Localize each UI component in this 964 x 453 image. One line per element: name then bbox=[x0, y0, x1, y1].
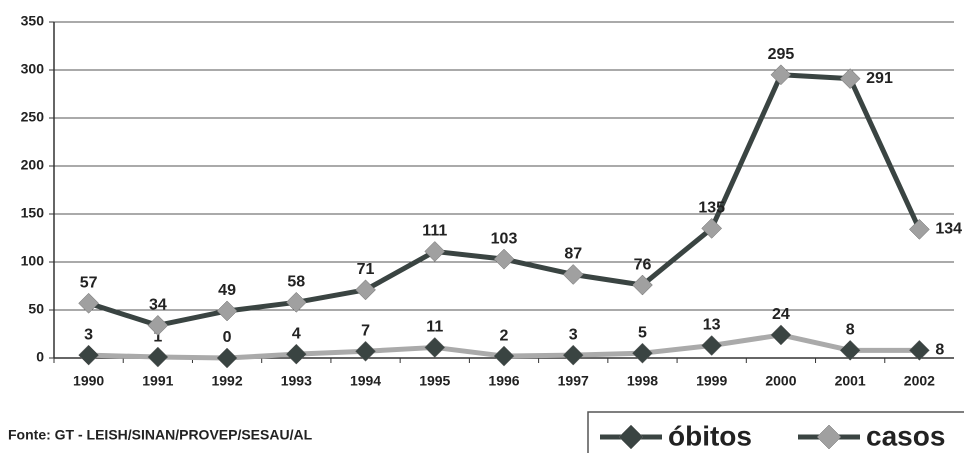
marker bbox=[632, 342, 653, 364]
data-label: 4 bbox=[292, 325, 301, 342]
marker bbox=[424, 337, 446, 358]
data-label: 49 bbox=[218, 282, 236, 299]
marker bbox=[632, 274, 653, 296]
marker bbox=[216, 300, 238, 322]
marker bbox=[701, 335, 723, 356]
marker bbox=[770, 324, 792, 346]
x-tick-label: 1998 bbox=[627, 373, 658, 389]
marker bbox=[147, 315, 169, 336]
x-tick-label: 1994 bbox=[350, 373, 381, 389]
data-label: 134 bbox=[935, 221, 962, 238]
data-label: 34 bbox=[149, 297, 167, 314]
data-label: 11 bbox=[426, 319, 443, 336]
marker bbox=[839, 68, 861, 89]
marker bbox=[701, 218, 723, 239]
marker bbox=[562, 344, 584, 366]
legend-marker bbox=[618, 424, 644, 450]
x-tick-label: 1993 bbox=[281, 373, 312, 389]
data-label: 103 bbox=[491, 230, 518, 247]
data-label: 76 bbox=[634, 256, 652, 273]
marker bbox=[78, 344, 99, 366]
data-label: 13 bbox=[703, 317, 721, 334]
x-tick-label: 1992 bbox=[211, 373, 242, 389]
data-label: 57 bbox=[80, 274, 98, 291]
marker bbox=[285, 343, 307, 365]
marker bbox=[493, 345, 515, 367]
legend-marker bbox=[816, 424, 842, 450]
legend-label: casos bbox=[866, 420, 945, 451]
y-tick-label: 100 bbox=[21, 253, 45, 269]
marker bbox=[562, 264, 584, 285]
marker bbox=[285, 291, 307, 313]
data-label: 71 bbox=[357, 261, 375, 278]
legend-label: óbitos bbox=[668, 420, 752, 451]
data-label: 58 bbox=[287, 274, 305, 291]
data-label: 0 bbox=[223, 329, 232, 346]
y-tick-label: 200 bbox=[21, 157, 45, 173]
data-label: 7 bbox=[361, 322, 370, 339]
marker bbox=[493, 248, 515, 270]
y-tick-label: 300 bbox=[21, 61, 45, 77]
x-tick-label: 1991 bbox=[142, 373, 173, 389]
data-label: 135 bbox=[698, 200, 725, 217]
x-tick-label: 1999 bbox=[696, 373, 727, 389]
y-tick-label: 150 bbox=[21, 205, 45, 221]
data-label: 24 bbox=[772, 306, 790, 323]
marker bbox=[839, 339, 861, 361]
data-label: 2 bbox=[500, 327, 509, 344]
data-label: 3 bbox=[84, 326, 93, 343]
marker bbox=[424, 241, 446, 262]
data-label: 8 bbox=[935, 342, 944, 359]
data-label: 1 bbox=[153, 328, 162, 345]
data-label: 8 bbox=[846, 322, 855, 339]
marker bbox=[355, 279, 376, 301]
marker bbox=[78, 292, 99, 314]
marker bbox=[909, 219, 930, 240]
x-tick-label: 2000 bbox=[765, 373, 796, 389]
data-label: 291 bbox=[866, 70, 893, 87]
y-tick-label: 50 bbox=[28, 301, 44, 317]
series-line bbox=[87, 72, 922, 328]
data-label: 111 bbox=[422, 223, 447, 240]
data-label: 295 bbox=[768, 46, 795, 63]
data-label: 3 bbox=[569, 326, 578, 343]
x-tick-label: 1995 bbox=[419, 373, 450, 389]
marker bbox=[216, 347, 238, 369]
marker bbox=[770, 64, 792, 86]
x-tick-label: 2001 bbox=[835, 373, 866, 389]
x-tick-label: 2002 bbox=[904, 373, 935, 389]
y-tick-label: 0 bbox=[36, 349, 44, 365]
marker bbox=[909, 339, 930, 361]
y-tick-label: 350 bbox=[21, 13, 45, 29]
y-tick-label: 250 bbox=[21, 109, 45, 125]
data-label: 5 bbox=[638, 324, 647, 341]
source: Fonte: GT - LEISH/SINAN/PROVEP/SESAU/AL bbox=[8, 427, 313, 443]
legend-box bbox=[587, 411, 964, 453]
marker bbox=[147, 346, 169, 368]
x-tick-label: 1996 bbox=[488, 373, 519, 389]
marker bbox=[355, 340, 376, 362]
x-tick-label: 1990 bbox=[73, 373, 104, 389]
data-label: 87 bbox=[564, 246, 582, 263]
x-tick-label: 1997 bbox=[558, 373, 589, 389]
